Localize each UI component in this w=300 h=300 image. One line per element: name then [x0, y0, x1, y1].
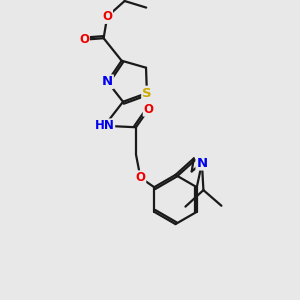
Text: N: N [102, 75, 113, 88]
Text: S: S [142, 87, 152, 100]
Text: N: N [196, 157, 208, 169]
Text: O: O [143, 103, 154, 116]
Text: O: O [102, 10, 112, 23]
Text: O: O [135, 171, 146, 184]
Text: HN: HN [94, 119, 114, 132]
Text: O: O [79, 33, 89, 46]
